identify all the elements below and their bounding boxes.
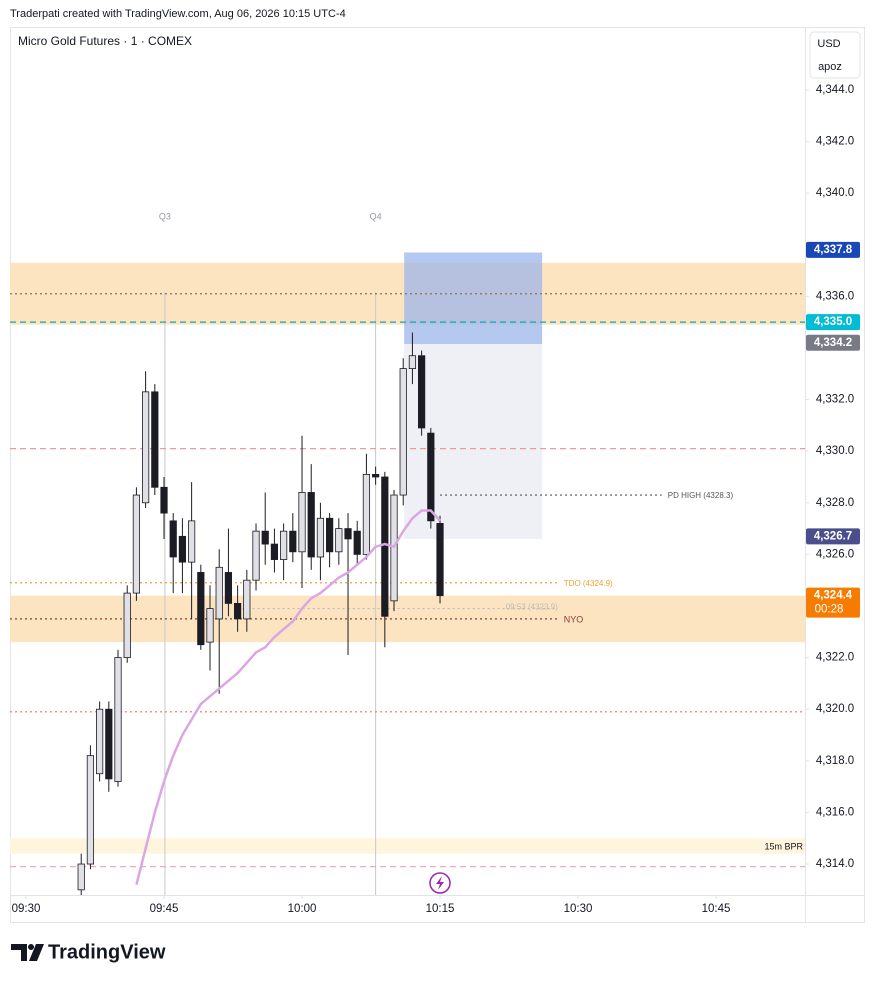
- candle-body: [169, 520, 177, 558]
- candle-body: [418, 355, 426, 429]
- candle-body: [270, 543, 279, 560]
- event-icon: [436, 876, 444, 890]
- x-tick-label: 10:15: [426, 903, 455, 915]
- frame: [10, 27, 865, 923]
- y-tick-label: 4,318.0: [816, 755, 854, 767]
- brand: TradingView: [48, 941, 166, 963]
- candle-body: [224, 572, 233, 604]
- chart-title: Micro Gold Futures · 1 · COMEX: [18, 34, 192, 48]
- position-box: [404, 252, 543, 345]
- y-tick-label: 4,340.0: [816, 187, 854, 199]
- candle-body: [197, 572, 205, 646]
- level-label: TDO (4324.9): [564, 579, 613, 588]
- y-tick-label: 4,332.0: [816, 394, 854, 406]
- candle-body: [381, 476, 389, 617]
- price-tag-label: 4,337.8: [814, 244, 853, 256]
- y-tick-label: 4,328.0: [816, 497, 854, 509]
- logo-mark: [11, 944, 27, 961]
- candle-body: [289, 530, 297, 553]
- candle-body: [399, 368, 407, 496]
- candle-body: [105, 708, 113, 780]
- candle-body: [326, 517, 334, 553]
- y-tick-label: 4,316.0: [816, 806, 854, 818]
- plot-area: 15m BPR Q3 Q4 TDO (4324.9) NYO PD HIGH (4328.…: [10, 211, 805, 895]
- candle-body: [234, 603, 242, 620]
- currency-box: [809, 31, 861, 79]
- zone: [10, 838, 805, 854]
- candle-body: [408, 355, 417, 370]
- y-tick-label: 4,336.0: [816, 290, 854, 302]
- countdown: 00:28: [815, 604, 844, 616]
- candle-body: [307, 492, 315, 558]
- candle-body: [344, 528, 352, 540]
- x-tick-label: 10:45: [702, 903, 731, 915]
- candle-body: [206, 608, 214, 643]
- level-label: NYO: [564, 614, 584, 624]
- candle-body: [77, 863, 85, 891]
- currency: USD: [817, 38, 840, 50]
- price-tag: [806, 528, 860, 545]
- price-tag: [806, 241, 860, 258]
- candle-body: [132, 494, 141, 594]
- x-tick-label: 10:30: [564, 903, 593, 915]
- price-tag: [806, 334, 860, 351]
- price-tag-label: 4,335.0: [814, 316, 852, 328]
- price-tag: [806, 587, 860, 618]
- candle-body: [114, 657, 122, 782]
- candle-body: [160, 486, 168, 514]
- candle-body: [142, 391, 150, 504]
- logo: [11, 944, 44, 961]
- candle-body: [151, 391, 159, 488]
- candle-body: [96, 708, 104, 775]
- candle-body: [372, 474, 380, 478]
- level-label: PD HIGH (4328.3): [668, 491, 734, 500]
- candle-body: [243, 579, 251, 620]
- candle-body: [123, 592, 131, 659]
- y-tick-label: 4,326.0: [816, 548, 854, 560]
- zone: [10, 595, 805, 643]
- x-tick-label: 09:30: [12, 903, 41, 915]
- position-box: [404, 344, 543, 539]
- price-tag-label: 4,324.4: [814, 590, 853, 602]
- session-label: Q4: [370, 211, 382, 221]
- candle-body: [362, 474, 371, 555]
- header: Traderpati created with TradingView.com,…: [10, 8, 346, 20]
- candle-body: [178, 535, 187, 563]
- price-tag-label: 4,334.2: [814, 337, 852, 349]
- candle-body: [335, 528, 343, 553]
- y-tick-label: 4,314.0: [816, 858, 854, 870]
- price-tag: [806, 314, 860, 331]
- price-tag-label: 4,326.7: [814, 530, 852, 542]
- level-label: 09:53 (4323.9): [506, 603, 558, 612]
- candle-body: [353, 530, 361, 555]
- candle-body: [86, 755, 95, 865]
- unit-label: apoz: [818, 61, 842, 73]
- y-tick-label: 4,330.0: [816, 445, 854, 457]
- y-tick-label: 4,342.0: [816, 136, 854, 148]
- y-tick-label: 4,320.0: [816, 703, 854, 715]
- candle-body: [280, 530, 288, 560]
- x-tick-label: 10:00: [288, 903, 317, 915]
- logo-mark: [28, 944, 34, 950]
- candle-body: [316, 517, 325, 558]
- logo-mark: [29, 944, 44, 961]
- candle-body: [215, 566, 223, 620]
- candle-body: [427, 432, 435, 522]
- candle-body: [261, 530, 269, 545]
- zone-label: 15m BPR: [764, 841, 803, 851]
- moving-average: [135, 509, 441, 886]
- session-label: Q3: [159, 211, 171, 221]
- axis-cover: [11, 896, 805, 922]
- x-tick-label: 09:45: [150, 903, 179, 915]
- candle-body: [252, 530, 260, 581]
- y-tick-label: 4,344.0: [816, 84, 854, 96]
- candle-body: [436, 523, 444, 597]
- y-tick-label: 4,322.0: [816, 652, 854, 664]
- candle-body: [298, 492, 306, 553]
- candle-body: [188, 520, 196, 563]
